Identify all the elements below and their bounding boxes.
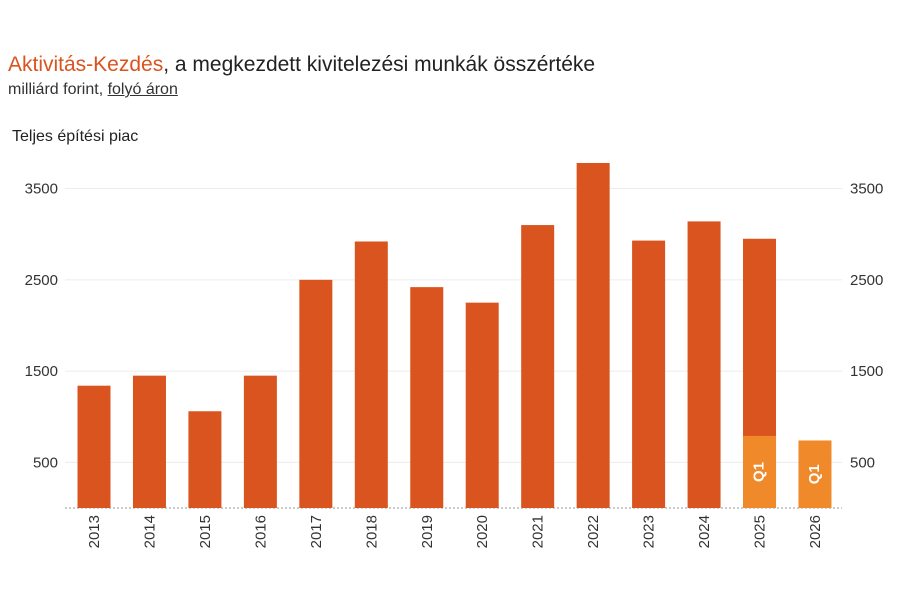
y-tick-label-left: 500	[33, 454, 58, 471]
chart-title: Aktivitás-Kezdés, a megkezdett kivitelez…	[8, 52, 595, 78]
x-tick-label: 2013	[86, 515, 103, 548]
bar-label-q1: Q1	[750, 462, 767, 482]
bar-2015	[188, 411, 222, 508]
bar-2016	[243, 375, 277, 508]
bar-2019	[410, 287, 444, 508]
bar-2024	[687, 221, 721, 508]
y-tick-label-left: 3500	[25, 181, 58, 198]
x-tick-label: 2023	[641, 515, 658, 548]
bar-label-q1: Q1	[806, 464, 823, 484]
x-tick-label: 2014	[141, 515, 158, 548]
chart-title-rest: , a megkezdett kivitelezési munkák összé…	[163, 53, 596, 76]
x-tick-label: 2017	[308, 515, 325, 548]
bar-2023	[632, 240, 666, 509]
y-tick-label-left: 2500	[25, 272, 58, 289]
y-tick-label-right: 3500	[850, 181, 883, 198]
bar-2020	[465, 302, 499, 508]
x-tick-label: 2020	[474, 515, 491, 548]
x-tick-label: 2018	[363, 515, 380, 548]
y-tick-label-right: 2500	[850, 272, 883, 289]
y-tick-label-left: 1500	[25, 363, 58, 380]
chart-header: Aktivitás-Kezdés, a megkezdett kivitelez…	[8, 52, 595, 101]
x-tick-label: 2026	[807, 515, 824, 548]
x-tick-label: 2022	[585, 515, 602, 548]
bar-2025-q1	[743, 435, 777, 508]
y-tick-label-right: 500	[850, 454, 875, 471]
chart-subtitle-link[interactable]: folyó áron	[107, 81, 178, 98]
bar-2026-q1	[798, 440, 832, 508]
bar-2014	[132, 375, 166, 508]
x-tick-label: 2024	[696, 515, 713, 548]
bar-2021	[521, 225, 555, 509]
y-tick-label-right: 1500	[850, 363, 883, 380]
x-tick-label: 2025	[752, 515, 769, 548]
x-tick-label: 2021	[530, 515, 547, 548]
chart-subtitle-plain: milliárd forint,	[8, 81, 108, 98]
bar-2018	[354, 241, 388, 508]
bar-2017	[299, 279, 333, 508]
panel-label: Teljes építési piac	[12, 128, 139, 145]
x-tick-label: 2019	[419, 515, 436, 548]
bar-2022	[576, 163, 610, 508]
x-tick-label: 2015	[197, 515, 214, 548]
chart-title-accent: Aktivitás-Kezdés	[8, 53, 164, 76]
bar-2013	[77, 385, 111, 508]
x-tick-label: 2016	[252, 515, 269, 548]
chart-subtitle: milliárd forint, folyó áron	[8, 79, 595, 101]
